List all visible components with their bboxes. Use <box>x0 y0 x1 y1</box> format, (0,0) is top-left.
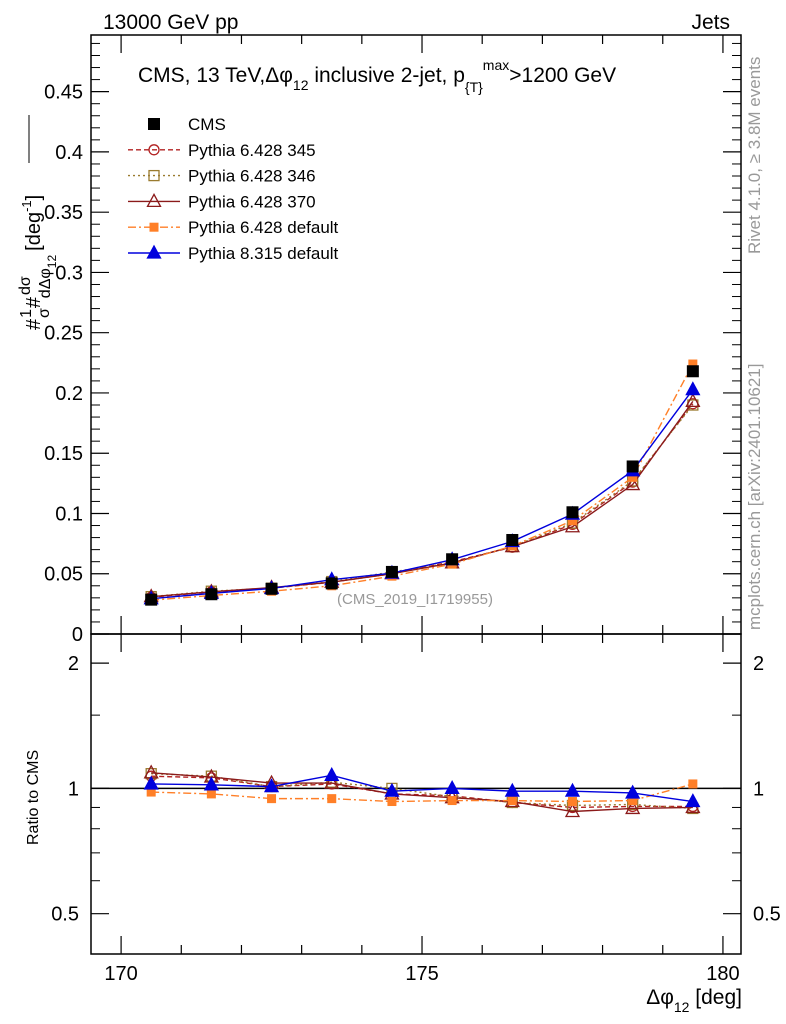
main-point-cms <box>145 593 158 606</box>
main-series-group <box>143 359 701 606</box>
main-point-p370 <box>625 476 641 491</box>
x-tick-label: 180 <box>706 963 739 985</box>
chart-title: CMS, 13 TeV,Δφ12 inclusive 2-jet, p{T}ma… <box>138 57 616 95</box>
ratio-point-p8def <box>625 784 641 799</box>
main-y-tick-label: 0.4 <box>55 142 83 164</box>
main-y-tick-label: 0.45 <box>44 82 83 104</box>
main-y-tick-label: 0.35 <box>44 202 83 224</box>
legend-marker-p6def <box>149 222 159 232</box>
legend: CMS Pythia 6.428 345 Pythia 6.428 346 Pythi… <box>128 115 339 263</box>
ratio-point-p6def <box>327 794 337 804</box>
ratio-point-p6def <box>688 779 698 789</box>
main-point-cms <box>265 582 278 595</box>
legend-label-cms: CMS <box>188 115 226 134</box>
legend-marker-p8def <box>146 244 162 259</box>
main-y-tick-label: 0 <box>72 624 83 646</box>
ratio-point-p8def <box>263 778 280 793</box>
ratio-axes: 170 175 180 0.5 0.5 1 1 2 2 <box>51 634 781 985</box>
ratio-point-p8def <box>203 776 219 791</box>
ratio-y-tick-label-right: 1 <box>753 778 764 800</box>
main-y-tick-label: 0.15 <box>44 443 83 465</box>
ratio-y-tick-label-right: 2 <box>753 653 764 675</box>
main-y-tick-label: 0.25 <box>44 323 83 345</box>
ratio-point-p6def <box>267 794 277 804</box>
ratio-y-tick-label: 1 <box>68 778 79 800</box>
ratio-point-p8def <box>324 766 340 781</box>
ratio-line-p346 <box>151 772 693 810</box>
header-energy-label: 13000 GeV pp <box>103 11 238 34</box>
ratio-point-p8def <box>504 782 520 797</box>
analysis-watermark: (CMS_2019_I1719955) <box>337 591 493 608</box>
ratio-line-p370 <box>151 772 693 813</box>
legend-marker-p346 <box>148 169 160 182</box>
legend-label-p346: Pythia 6.428 346 <box>188 167 316 186</box>
main-point-p6def <box>567 516 577 526</box>
ratio-line-p6def <box>151 783 694 803</box>
ratio-point-p6def <box>628 796 638 806</box>
ratio-point-p6def <box>206 789 216 799</box>
ratio-point-p6def <box>447 796 457 806</box>
ratio-line-p345 <box>151 775 693 809</box>
rivet-version-label: Rivet 4.1.0, ≥ 3.8M events <box>745 57 764 254</box>
main-y-tick-label: 0.3 <box>55 262 83 284</box>
ratio-series-group <box>143 764 701 818</box>
main-line-p370 <box>151 400 694 598</box>
legend-marker-cms <box>148 118 160 130</box>
main-axes: 0 0.05 0.1 0.15 0.2 0.25 0.3 0.35 0.4 0.45 <box>44 35 741 646</box>
ratio-point-p8def <box>685 793 701 808</box>
legend-marker-p345 <box>148 144 160 156</box>
main-point-p346 <box>687 399 699 411</box>
main-y-tick-label: 0.05 <box>44 564 83 586</box>
main-point-cms <box>446 553 459 566</box>
header-process-label: Jets <box>691 11 730 34</box>
main-point-cms <box>506 533 519 546</box>
mcplots-reference-label: mcplots.cern.ch [arXiv:2401.10621] <box>745 364 764 630</box>
main-point-cms <box>626 460 639 473</box>
main-y-tick-label: 0.2 <box>55 383 83 405</box>
ratio-y-tick-label: 2 <box>68 653 79 675</box>
legend-marker-p370 <box>146 193 162 208</box>
main-line-p6def <box>151 363 694 601</box>
main-point-p6def <box>628 472 638 482</box>
x-tick-label: 175 <box>405 963 438 985</box>
main-y-axis-label: #1σ#dσ dΔφ12[deg-1] <box>17 195 59 330</box>
ratio-point-p6def <box>146 787 156 797</box>
main-line-p8def <box>151 389 694 600</box>
ratio-plot-frame <box>90 633 742 955</box>
ratio-point-p370 <box>564 803 581 818</box>
legend-label-p8def: Pythia 8.315 default <box>188 244 339 263</box>
ratio-point-p370 <box>625 800 641 815</box>
legend-label-p6def: Pythia 6.428 default <box>188 218 339 237</box>
main-point-p6def <box>688 359 698 369</box>
main-point-cms <box>566 506 579 519</box>
ratio-point-p8def <box>444 780 460 795</box>
main-point-cms <box>385 565 398 578</box>
ratio-y-axis-label: Ratio to CMS <box>25 750 42 845</box>
x-tick-label: 170 <box>104 963 137 985</box>
ratio-point-p6def <box>387 797 397 807</box>
ratio-point-p8def <box>384 782 400 797</box>
ratio-y-tick-label-right: 0.5 <box>753 904 781 926</box>
ratio-point-p6def <box>567 797 577 807</box>
main-y-tick-label: 0.1 <box>55 503 83 525</box>
ratio-line-p8def <box>151 774 693 803</box>
main-point-p370 <box>564 518 581 533</box>
ratio-point-p370 <box>324 774 340 789</box>
ratio-point-p8def <box>564 782 581 797</box>
main-point-cms <box>205 588 218 601</box>
main-point-p8def <box>685 381 701 396</box>
x-axis-label: Δφ12 [deg] <box>646 986 742 1015</box>
legend-label-p370: Pythia 6.428 370 <box>188 192 316 211</box>
ratio-point-p6def <box>507 796 517 806</box>
legend-label-p345: Pythia 6.428 345 <box>188 141 316 160</box>
ratio-y-tick-label: 0.5 <box>51 904 79 926</box>
main-point-cms <box>686 365 699 378</box>
main-point-cms <box>325 577 338 590</box>
ratio-point-p8def <box>143 775 159 790</box>
main-point-p370 <box>685 393 701 408</box>
